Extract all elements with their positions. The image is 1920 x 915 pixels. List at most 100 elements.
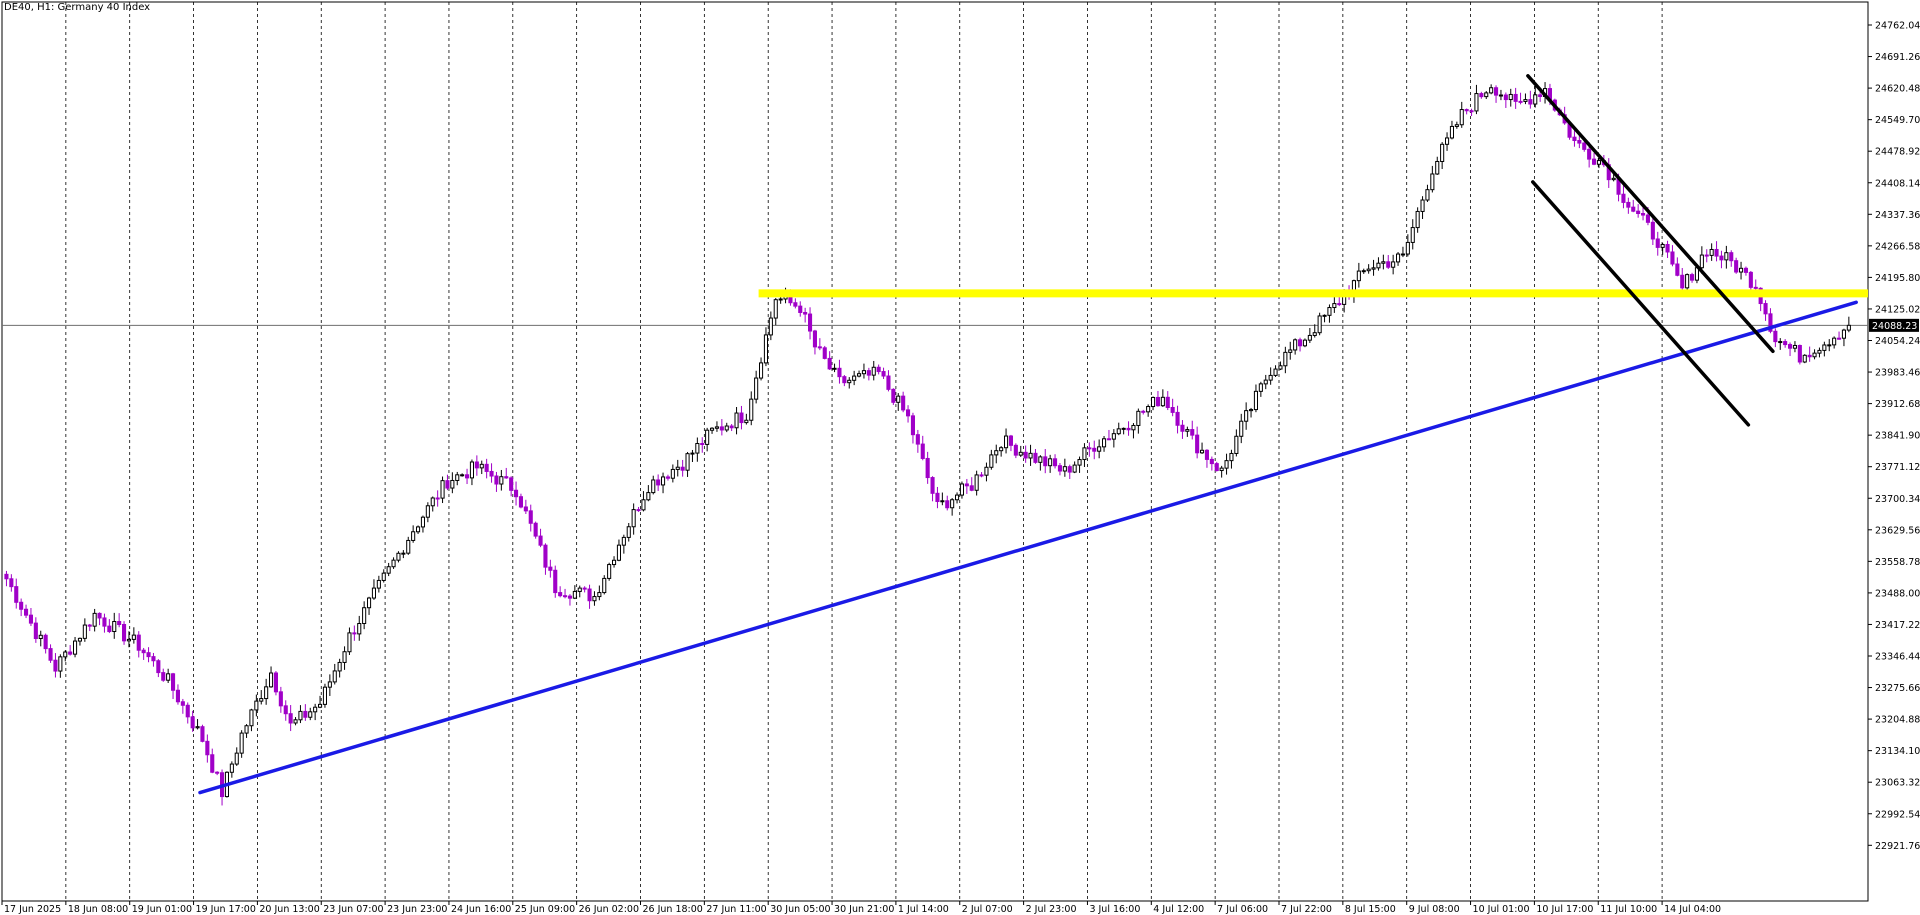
- candle: [1028, 444, 1033, 466]
- candle-body: [1332, 303, 1337, 309]
- candle-body: [136, 634, 141, 651]
- time-tick-label: 2 Jul 23:00: [1026, 904, 1077, 915]
- candle-body: [1038, 456, 1043, 463]
- candle-body: [1121, 427, 1126, 430]
- candle-body: [1650, 221, 1655, 240]
- candle-body: [371, 587, 376, 599]
- candle-body: [754, 377, 759, 400]
- candle-body: [1680, 274, 1685, 289]
- candle: [852, 370, 857, 386]
- candle-body: [239, 732, 244, 754]
- candle-body: [1748, 271, 1753, 288]
- time-tick-label: 7 Jul 22:00: [1281, 904, 1332, 915]
- candle-body: [724, 425, 729, 431]
- candle: [1464, 108, 1469, 115]
- candle: [1057, 462, 1063, 476]
- grid-lines: [2, 2, 1868, 901]
- candle: [1670, 245, 1675, 267]
- candle-body: [1092, 447, 1097, 452]
- candle: [847, 377, 852, 389]
- candle: [558, 586, 563, 598]
- candle: [1788, 342, 1793, 357]
- candle: [1268, 367, 1273, 385]
- candle: [812, 329, 818, 355]
- uptrend-line[interactable]: [198, 300, 1858, 795]
- candle-body: [528, 510, 533, 524]
- candle-body: [567, 595, 573, 599]
- candle-body: [117, 621, 122, 626]
- candle: [283, 700, 288, 721]
- candle: [77, 637, 83, 646]
- candle-body: [1631, 206, 1636, 212]
- price-tick-label: 23275.66: [1875, 683, 1920, 694]
- candle: [1650, 217, 1655, 245]
- candle: [1067, 464, 1072, 479]
- time-tick-label: 2 Jul 07:00: [962, 904, 1013, 915]
- candle: [504, 467, 509, 479]
- candle-body: [107, 625, 112, 633]
- candle: [920, 435, 925, 461]
- candle: [440, 476, 445, 504]
- candle: [1361, 268, 1366, 274]
- candle-body: [1356, 270, 1361, 282]
- candle-body: [411, 531, 416, 541]
- channel-lower-line[interactable]: [1531, 180, 1751, 427]
- candle-body: [1322, 314, 1327, 317]
- candle-body: [465, 474, 470, 479]
- candle: [1690, 272, 1695, 283]
- candle-body: [607, 564, 612, 579]
- candle: [1391, 254, 1396, 275]
- candle: [298, 705, 303, 724]
- candle-body: [156, 660, 161, 674]
- candle-body: [1219, 467, 1224, 472]
- candle: [1008, 434, 1014, 452]
- candle: [1111, 429, 1116, 448]
- price-axis[interactable]: 24762.04 24691.26 24620.48 24549.70 24478.92…: [1868, 21, 1920, 852]
- candle: [1802, 354, 1807, 364]
- candle: [739, 405, 744, 430]
- candle: [989, 449, 994, 470]
- candle-body: [866, 370, 871, 376]
- drawings[interactable]: [198, 74, 1868, 795]
- candle-body: [621, 536, 626, 546]
- candle: [955, 492, 960, 504]
- price-tick-label: 23983.46: [1875, 368, 1920, 379]
- time-tick-label: 19 Jun 17:00: [196, 904, 256, 915]
- candle-body: [1837, 337, 1842, 340]
- candle-body: [1645, 214, 1651, 223]
- time-axis[interactable]: 17 Jun 2025 18 Jun 08:00 19 Jun 01:00 19 Ju…: [1, 901, 1721, 915]
- candle: [950, 498, 955, 516]
- candle: [1087, 442, 1092, 457]
- candle: [1283, 346, 1288, 374]
- candle-body: [1307, 334, 1312, 341]
- candle-body: [1513, 93, 1518, 102]
- candle: [1714, 241, 1719, 262]
- candle: [1244, 402, 1249, 430]
- channel-upper-line[interactable]: [1526, 74, 1775, 354]
- candle-body: [337, 661, 342, 672]
- candle-body: [1018, 451, 1023, 456]
- candle-body: [920, 443, 925, 459]
- candle: [371, 579, 376, 600]
- candle: [871, 360, 876, 381]
- time-tick-label: 23 Jun 23:00: [387, 904, 447, 915]
- candle: [1204, 449, 1210, 468]
- candle: [1293, 338, 1298, 355]
- candle: [567, 594, 573, 606]
- time-tick-label: 23 Jun 07:00: [323, 904, 383, 915]
- candle: [915, 429, 920, 453]
- candle-body: [48, 648, 53, 661]
- candle-body: [180, 701, 185, 706]
- candle: [9, 574, 14, 592]
- candle-body: [322, 686, 327, 705]
- candle-body: [1082, 447, 1087, 461]
- candle-body: [484, 463, 489, 472]
- candle: [1405, 234, 1410, 257]
- candle: [656, 474, 661, 491]
- candle-body: [1592, 158, 1597, 165]
- time-tick-label: 14 Jul 04:00: [1664, 904, 1721, 915]
- candle: [1822, 341, 1827, 357]
- price-tick-label: 24620.48: [1875, 84, 1920, 95]
